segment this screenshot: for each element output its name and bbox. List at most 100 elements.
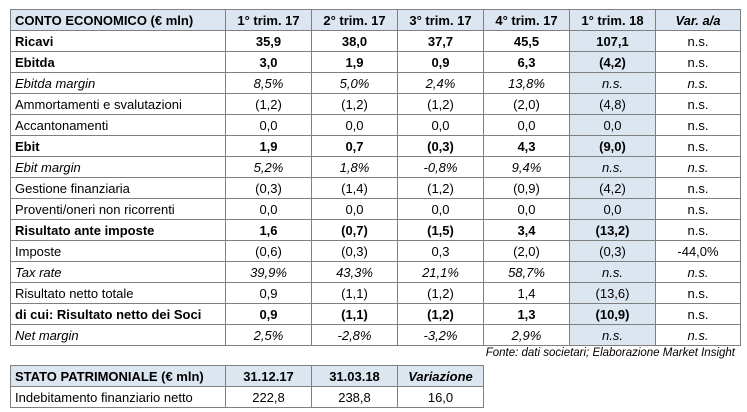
header-row: CONTO ECONOMICO (€ mln) 1° trim. 17 2° tri… (10, 9, 741, 31)
header-cell: STATO PATRIMONIALE (€ mln) (10, 365, 226, 387)
cell: n.s. (655, 156, 741, 178)
row-label: Ebit (10, 135, 226, 157)
cell: 9,4% (483, 156, 570, 178)
cell: n.s. (655, 135, 741, 157)
cell: 5,0% (311, 72, 398, 94)
row: Risultato netto totale 0,9 (1,1) (1,2) 1,4 (1… (10, 282, 741, 304)
cell: 8,5% (225, 72, 312, 94)
cell: (0,3) (311, 240, 398, 262)
cell: (1,1) (311, 282, 398, 304)
cell: (2,0) (483, 240, 570, 262)
cell: n.s. (569, 261, 656, 283)
row: Risultato ante imposte 1,6 (0,7) (1,5) 3,4 (1… (10, 219, 741, 241)
row: Ammortamenti e svalutazioni (1,2) (1,2) (1,… (10, 93, 741, 115)
cell: 0,0 (311, 114, 398, 136)
cell: (13,2) (569, 219, 656, 241)
header-cell: 31.03.18 (311, 365, 398, 387)
row-label: Risultato netto totale (10, 282, 226, 304)
cell: (1,1) (311, 303, 398, 325)
cell: n.s. (569, 156, 656, 178)
cell: 0,0 (483, 198, 570, 220)
cell: n.s. (655, 303, 741, 325)
cell: 1,6 (225, 219, 312, 241)
cell: 1,8% (311, 156, 398, 178)
cell: (4,8) (569, 93, 656, 115)
cell: (4,2) (569, 177, 656, 199)
cell: n.s. (569, 72, 656, 94)
cell: (0,6) (225, 240, 312, 262)
row-label: Imposte (10, 240, 226, 262)
cell: 5,2% (225, 156, 312, 178)
row-label: Accantonamenti (10, 114, 226, 136)
cell: 0,0 (225, 114, 312, 136)
header-row: STATO PATRIMONIALE (€ mln) 31.12.17 31.03.… (10, 365, 484, 387)
cell: n.s. (655, 51, 741, 73)
header-cell: 2° trim. 17 (311, 9, 398, 31)
header-cell: 3° trim. 17 (397, 9, 484, 31)
cell: (1,2) (397, 93, 484, 115)
cell: n.s. (655, 219, 741, 241)
cell: (1,2) (397, 303, 484, 325)
cell: 3,4 (483, 219, 570, 241)
row: Ebit margin 5,2% 1,8% -0,8% 9,4% n.s. n.s. (10, 156, 741, 178)
header-cell: 31.12.17 (225, 365, 312, 387)
row-label: Proventi/oneri non ricorrenti (10, 198, 226, 220)
cell: (13,6) (569, 282, 656, 304)
cell: n.s. (655, 93, 741, 115)
cell: (1,2) (311, 93, 398, 115)
header-cell: Variazione (397, 365, 484, 387)
cell: (0,9) (483, 177, 570, 199)
row-label: Net margin (10, 324, 226, 346)
cell: (0,3) (225, 177, 312, 199)
row-label: Ebitda (10, 51, 226, 73)
header-cell: CONTO ECONOMICO (€ mln) (10, 9, 226, 31)
row-label: Ebit margin (10, 156, 226, 178)
cell: (0,7) (311, 219, 398, 241)
cell: 0,0 (397, 114, 484, 136)
cell: 1,3 (483, 303, 570, 325)
row-label: Ricavi (10, 30, 226, 52)
header-cell: 1° trim. 17 (225, 9, 312, 31)
cell: 39,9% (225, 261, 312, 283)
cell: (0,3) (569, 240, 656, 262)
header-cell: Var. a/a (655, 9, 741, 31)
row-label: Gestione finanziaria (10, 177, 226, 199)
row-label: Ebitda margin (10, 72, 226, 94)
cell: 45,5 (483, 30, 570, 52)
cell: 13,8% (483, 72, 570, 94)
cell: (1,5) (397, 219, 484, 241)
cell: 222,8 (225, 386, 312, 408)
cell: 37,7 (397, 30, 484, 52)
row: Imposte (0,6) (0,3) 0,3 (2,0) (0,3) -44,0% (10, 240, 741, 262)
cell: n.s. (655, 282, 741, 304)
row: Ebitda margin 8,5% 5,0% 2,4% 13,8% n.s. n.s. (10, 72, 741, 94)
cell: 0,0 (397, 198, 484, 220)
row: Gestione finanziaria (0,3) (1,4) (1,2) (0,9)… (10, 177, 741, 199)
row: Indebitamento finanziario netto 222,8 238,… (10, 386, 484, 408)
cell: 0,9 (225, 282, 312, 304)
cell: (1,2) (397, 177, 484, 199)
row-label: Ammortamenti e svalutazioni (10, 93, 226, 115)
cell: 16,0 (397, 386, 484, 408)
cell: (10,9) (569, 303, 656, 325)
row: Net margin 2,5% -2,8% -3,2% 2,9% n.s. n.s. (10, 324, 741, 346)
cell: 0,0 (311, 198, 398, 220)
cell: 0,9 (397, 51, 484, 73)
row-label: Risultato ante imposte (10, 219, 226, 241)
cell: 107,1 (569, 30, 656, 52)
row-label: di cui: Risultato netto dei Soci (10, 303, 226, 325)
cell: 0,0 (483, 114, 570, 136)
cell: n.s. (569, 324, 656, 346)
row: Ricavi 35,9 38,0 37,7 45,5 107,1 n.s. (10, 30, 741, 52)
cell: 2,9% (483, 324, 570, 346)
cell: 43,3% (311, 261, 398, 283)
cell: 0,0 (569, 114, 656, 136)
cell: 0,3 (397, 240, 484, 262)
row-label: Tax rate (10, 261, 226, 283)
cell: 58,7% (483, 261, 570, 283)
cell: 35,9 (225, 30, 312, 52)
cell: 0,7 (311, 135, 398, 157)
cell: n.s. (655, 114, 741, 136)
source-note: Fonte: dati societari; Elaborazione Mark… (485, 347, 735, 359)
